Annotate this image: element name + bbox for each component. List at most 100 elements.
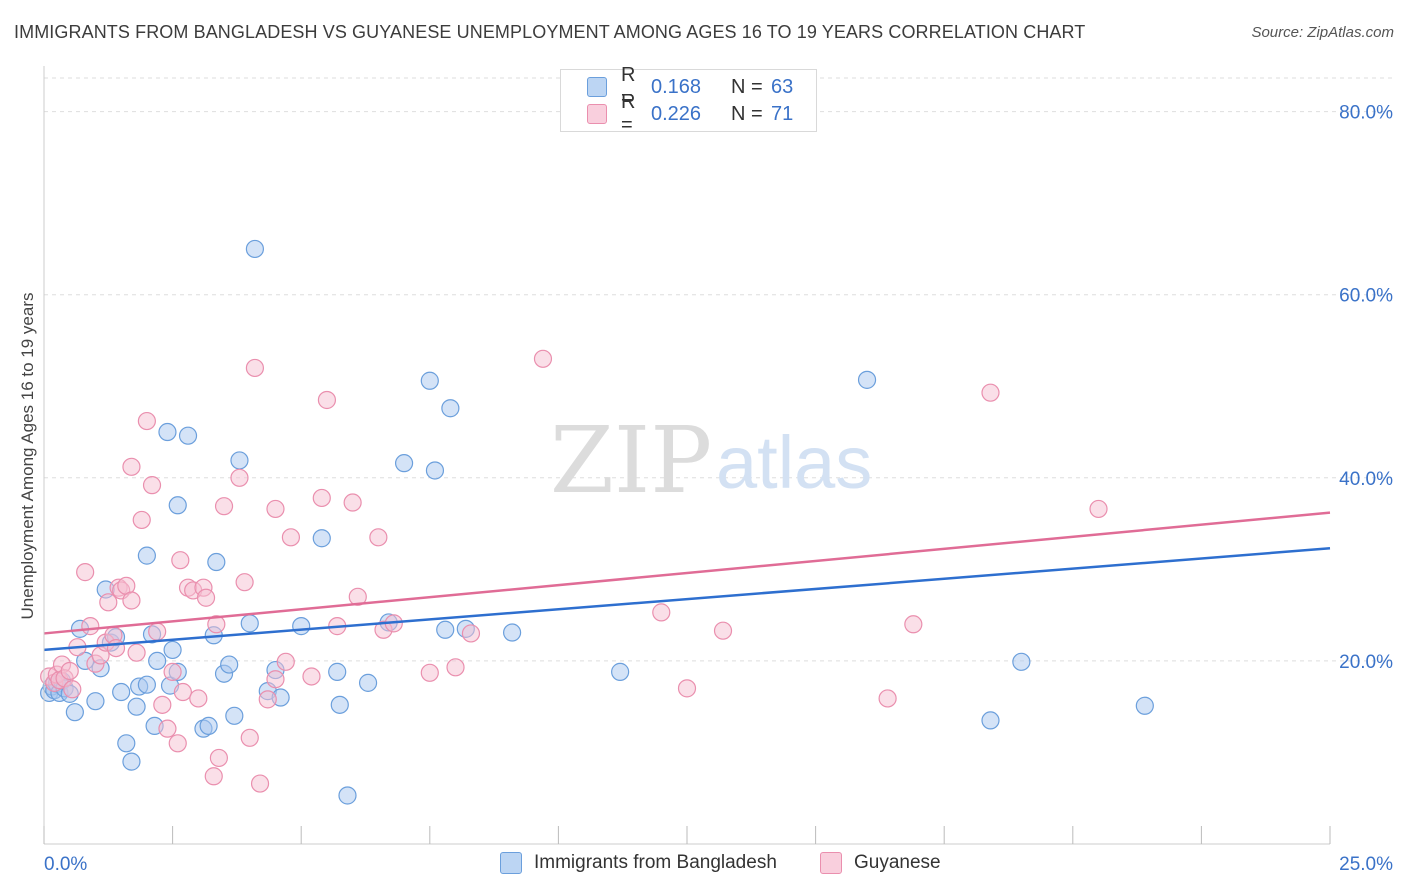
data-point	[86, 692, 105, 711]
trend-line-guyanese	[43, 511, 1331, 635]
data-point	[199, 716, 218, 736]
data-point	[981, 711, 1000, 730]
data-point	[358, 673, 378, 692]
data-point	[245, 358, 265, 378]
data-point	[117, 734, 136, 753]
data-point	[220, 655, 239, 674]
data-point	[63, 680, 82, 699]
data-point	[230, 451, 249, 470]
watermark-atlas: atlas	[716, 421, 872, 504]
data-point	[81, 617, 100, 636]
data-point	[461, 624, 481, 643]
watermark-zip: ZIP	[550, 407, 712, 514]
legend-row-guyanese: R = 0.226 N = 71	[587, 91, 801, 136]
legend-n-value: 71	[771, 102, 794, 125]
series-bangladesh-points	[40, 239, 1154, 805]
tick-labels: 20.0% 40.0% 60.0% 80.0% 0.0% 25.0%	[44, 103, 1393, 875]
data-point	[189, 689, 208, 708]
series-legend: Immigrants from Bangladesh Guyanese	[0, 852, 1406, 878]
data-point	[425, 461, 445, 480]
data-point	[878, 689, 897, 708]
data-point	[328, 662, 347, 681]
data-point	[158, 719, 177, 738]
data-point	[981, 383, 1000, 402]
legend-swatch-pink	[587, 104, 607, 124]
y-axis-title: Unemployment Among Ages 16 to 19 years	[18, 292, 37, 620]
data-point	[446, 658, 465, 677]
data-point	[142, 476, 162, 495]
data-point	[713, 621, 733, 640]
data-point	[76, 563, 95, 582]
data-point	[106, 638, 126, 658]
data-point	[441, 399, 460, 418]
data-point	[196, 588, 216, 607]
data-point	[240, 614, 259, 633]
data-point	[168, 734, 187, 753]
data-point	[99, 593, 118, 612]
data-point	[904, 615, 923, 634]
data-point	[281, 528, 301, 547]
data-point	[137, 546, 156, 565]
data-point	[173, 682, 192, 702]
trend-line-bangladesh	[43, 547, 1331, 652]
data-point	[132, 510, 151, 530]
data-point	[250, 774, 270, 793]
data-point	[148, 622, 167, 641]
data-point	[60, 661, 79, 681]
data-point	[317, 390, 337, 410]
data-point	[611, 662, 630, 681]
correlation-legend: R = 0.168 N = 63 R = 0.226 N = 71	[560, 64, 817, 136]
data-point	[343, 493, 362, 512]
x-tick-label: 25.0%	[1339, 854, 1393, 875]
data-point	[266, 670, 285, 689]
legend-swatch-blue	[500, 852, 522, 874]
data-point	[127, 697, 146, 716]
data-point	[420, 663, 439, 682]
data-point	[148, 651, 167, 671]
data-point	[209, 748, 228, 768]
data-point	[302, 667, 321, 686]
data-point	[122, 752, 141, 771]
legend-r-label: R =	[621, 91, 636, 136]
legend-n-value: 63	[771, 75, 794, 98]
data-point	[153, 695, 172, 714]
data-point	[204, 767, 223, 786]
legend-swatch-blue	[587, 77, 607, 97]
data-point	[225, 706, 244, 725]
data-point	[394, 454, 414, 473]
data-point	[112, 682, 131, 702]
chart-title: IMMIGRANTS FROM BANGLADESH VS GUYANESE U…	[14, 22, 1086, 42]
legend-n-label: N =	[731, 75, 763, 98]
data-point	[677, 679, 697, 698]
trend-lines	[43, 511, 1331, 652]
legend-item-bangladesh: Immigrants from Bangladesh	[500, 852, 777, 874]
legend-item-guyanese: Guyanese	[820, 852, 941, 874]
legend-label-guyanese: Guyanese	[854, 852, 941, 873]
data-point	[266, 499, 285, 519]
y-tick-label: 20.0%	[1339, 652, 1393, 673]
data-point	[1135, 696, 1154, 715]
data-point	[163, 662, 182, 681]
y-tick-label: 40.0%	[1339, 469, 1393, 490]
axes	[43, 66, 1331, 845]
data-point	[245, 239, 265, 259]
data-point	[127, 643, 146, 662]
data-point	[533, 349, 553, 368]
legend-r-value: 0.168	[651, 75, 702, 98]
legend-r-label: R =	[621, 64, 636, 109]
data-point	[122, 457, 141, 476]
data-point	[163, 640, 182, 660]
data-point	[240, 728, 259, 747]
data-point	[178, 426, 198, 445]
data-point	[122, 591, 141, 610]
data-point	[292, 617, 311, 636]
data-point	[312, 529, 331, 548]
legend-n-label: N =	[731, 102, 763, 125]
legend-row-bangladesh: R = 0.168 N = 63	[587, 64, 801, 109]
legend-swatch-pink	[820, 852, 842, 874]
legend-r-value: 0.226	[651, 102, 702, 125]
x-tick-label: 0.0%	[44, 854, 87, 875]
data-point	[1012, 652, 1031, 671]
data-point	[65, 703, 84, 722]
data-point	[168, 496, 187, 515]
